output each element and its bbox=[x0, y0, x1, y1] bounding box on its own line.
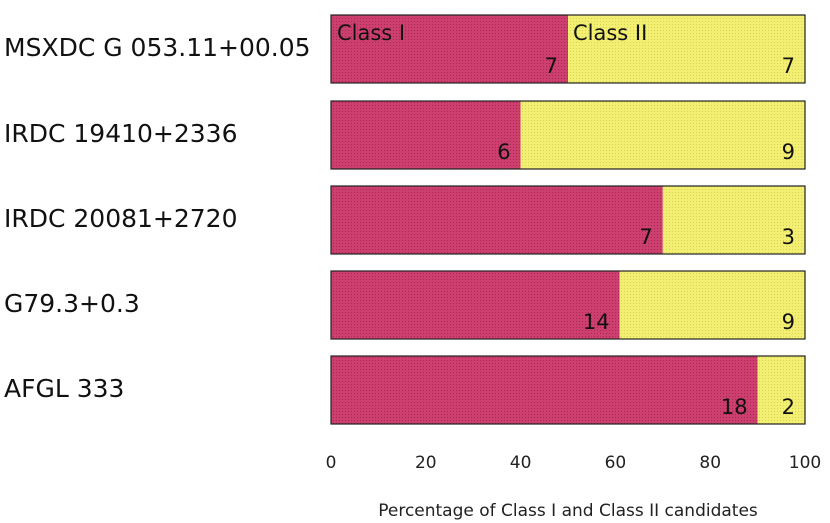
data-label: 9 bbox=[782, 310, 795, 334]
bar-class-i bbox=[331, 186, 663, 254]
category-label: AFGL 333 bbox=[4, 374, 124, 403]
data-label: 14 bbox=[583, 310, 610, 334]
data-label: 18 bbox=[721, 395, 748, 419]
bar-class-ii bbox=[520, 101, 805, 169]
bar-class-i bbox=[331, 101, 521, 169]
x-tick-label: 0 bbox=[326, 453, 337, 473]
category-label: IRDC 20081+2720 bbox=[4, 204, 238, 233]
data-label: 7 bbox=[782, 54, 795, 78]
category-label: G79.3+0.3 bbox=[4, 289, 140, 318]
bar-outline bbox=[330, 14, 806, 84]
bar-class-ii bbox=[568, 15, 805, 83]
bars-group: 7 7 6 9 7 3 14 9 18 2 Class I Class II bbox=[330, 14, 806, 425]
bar-outline bbox=[330, 100, 806, 170]
bar-class-ii bbox=[619, 271, 805, 339]
bar-class-i bbox=[331, 271, 620, 339]
bar-class-ii bbox=[757, 356, 805, 424]
data-label: 9 bbox=[782, 140, 795, 164]
x-axis-title: Percentage of Class I and Class II candi… bbox=[378, 501, 758, 521]
category-label: IRDC 19410+2336 bbox=[4, 119, 238, 148]
data-label: 6 bbox=[497, 140, 510, 164]
bar-class-ii bbox=[662, 186, 805, 254]
x-tick-label: 20 bbox=[415, 453, 437, 473]
legend-label-class-i: Class I bbox=[337, 21, 405, 45]
category-label: MSXDC G 053.11+00.05 bbox=[4, 33, 311, 62]
x-tick-label: 40 bbox=[510, 453, 532, 473]
data-label: 2 bbox=[782, 395, 795, 419]
legend-label-class-ii: Class II bbox=[573, 21, 647, 45]
x-tick-label: 80 bbox=[699, 453, 721, 473]
bar-outline bbox=[330, 185, 806, 255]
x-axis-ticks: 0 20 40 60 80 100 bbox=[326, 453, 822, 473]
bar-outline bbox=[330, 355, 806, 425]
category-labels: MSXDC G 053.11+00.05 IRDC 19410+2336 IRDC … bbox=[4, 33, 311, 403]
bar-outline bbox=[330, 270, 806, 340]
x-tick-label: 100 bbox=[789, 453, 821, 473]
bar-class-i bbox=[331, 15, 568, 83]
bar-class-i bbox=[331, 356, 758, 424]
data-label: 7 bbox=[545, 54, 558, 78]
x-tick-label: 60 bbox=[605, 453, 627, 473]
data-label: 3 bbox=[782, 225, 795, 249]
data-label: 7 bbox=[639, 225, 652, 249]
